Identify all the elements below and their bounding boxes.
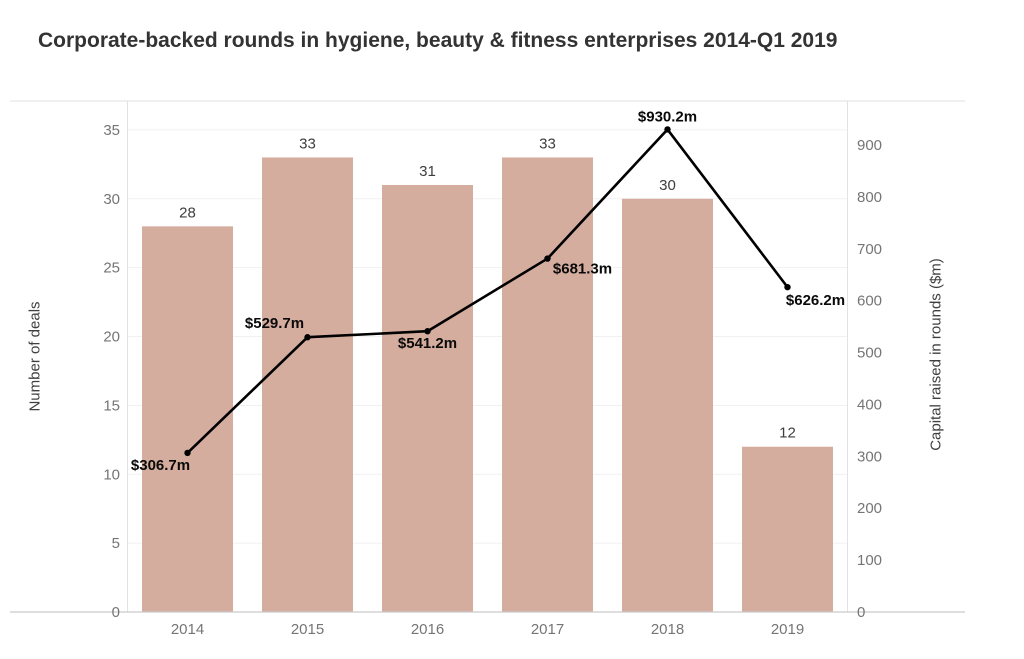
bar-2017 [502, 157, 593, 613]
bar-2014 [142, 226, 233, 612]
line-point-2014 [184, 449, 191, 457]
bar-2016 [382, 185, 473, 613]
x-axis-tick-label: 2014 [171, 621, 204, 638]
line-point-2018 [664, 126, 671, 133]
x-axis-tick-label: 2017 [531, 621, 564, 638]
left-axis-tick-label: 15 [103, 397, 120, 414]
right-axis-tick-label: 800 [857, 189, 882, 206]
right-axis-tick-label: 0 [857, 604, 865, 621]
x-axis-tick-label: 2016 [411, 621, 444, 638]
line-point-2017 [544, 255, 551, 262]
line-value-label: $541.2m [398, 335, 457, 352]
right-axis-tick-label: 600 [857, 293, 882, 310]
right-axis-tick-label: 200 [857, 500, 882, 517]
right-axis-tick-label: 700 [857, 241, 882, 258]
x-axis-tick-label: 2019 [771, 621, 804, 638]
bar-2015 [262, 157, 353, 613]
left-axis-tick-label: 20 [103, 329, 120, 346]
bar-value-label: 12 [779, 425, 796, 442]
bar-2018 [622, 198, 713, 612]
line-point-2015 [304, 334, 311, 341]
bar-value-label: 31 [419, 163, 436, 180]
line-value-label: $930.2m [638, 108, 697, 125]
bar-value-label: 33 [539, 135, 556, 152]
line-point-2019 [784, 283, 791, 291]
left-axis-title: Number of deals [26, 301, 44, 412]
bar-value-label: 28 [179, 204, 196, 221]
bar-value-label: 30 [659, 177, 676, 194]
line-value-label: $681.3m [553, 261, 612, 278]
x-axis-tick-label: 2015 [291, 621, 324, 638]
bar-value-label: 33 [299, 135, 316, 152]
right-axis-tick-label: 900 [857, 137, 882, 154]
right-axis-tick-label: 400 [857, 396, 882, 413]
right-axis-tick-label: 100 [857, 552, 882, 569]
line-value-label: $529.7m [245, 315, 304, 332]
left-axis-tick-label: 30 [103, 191, 120, 208]
left-axis-tick-label: 25 [103, 260, 120, 277]
chart-title: Corporate-backed rounds in hygiene, beau… [38, 29, 838, 52]
left-axis-tick-label: 10 [103, 466, 120, 483]
left-axis-tick-label: 35 [103, 122, 120, 139]
line-value-label: $306.7m [131, 457, 190, 474]
left-axis-tick-label: 0 [112, 604, 120, 621]
right-axis-tick-label: 500 [857, 345, 882, 362]
line-point-2016 [424, 328, 431, 335]
x-axis-tick-label: 2018 [651, 621, 684, 638]
capital-line [186, 128, 789, 454]
bar-2019 [742, 446, 833, 612]
left-axis-tick-label: 5 [112, 535, 120, 552]
right-axis-tick-label: 300 [857, 448, 882, 465]
right-axis-title: Capital raised in rounds ($m) [927, 258, 945, 451]
line-value-label: $626.2m [786, 292, 845, 309]
